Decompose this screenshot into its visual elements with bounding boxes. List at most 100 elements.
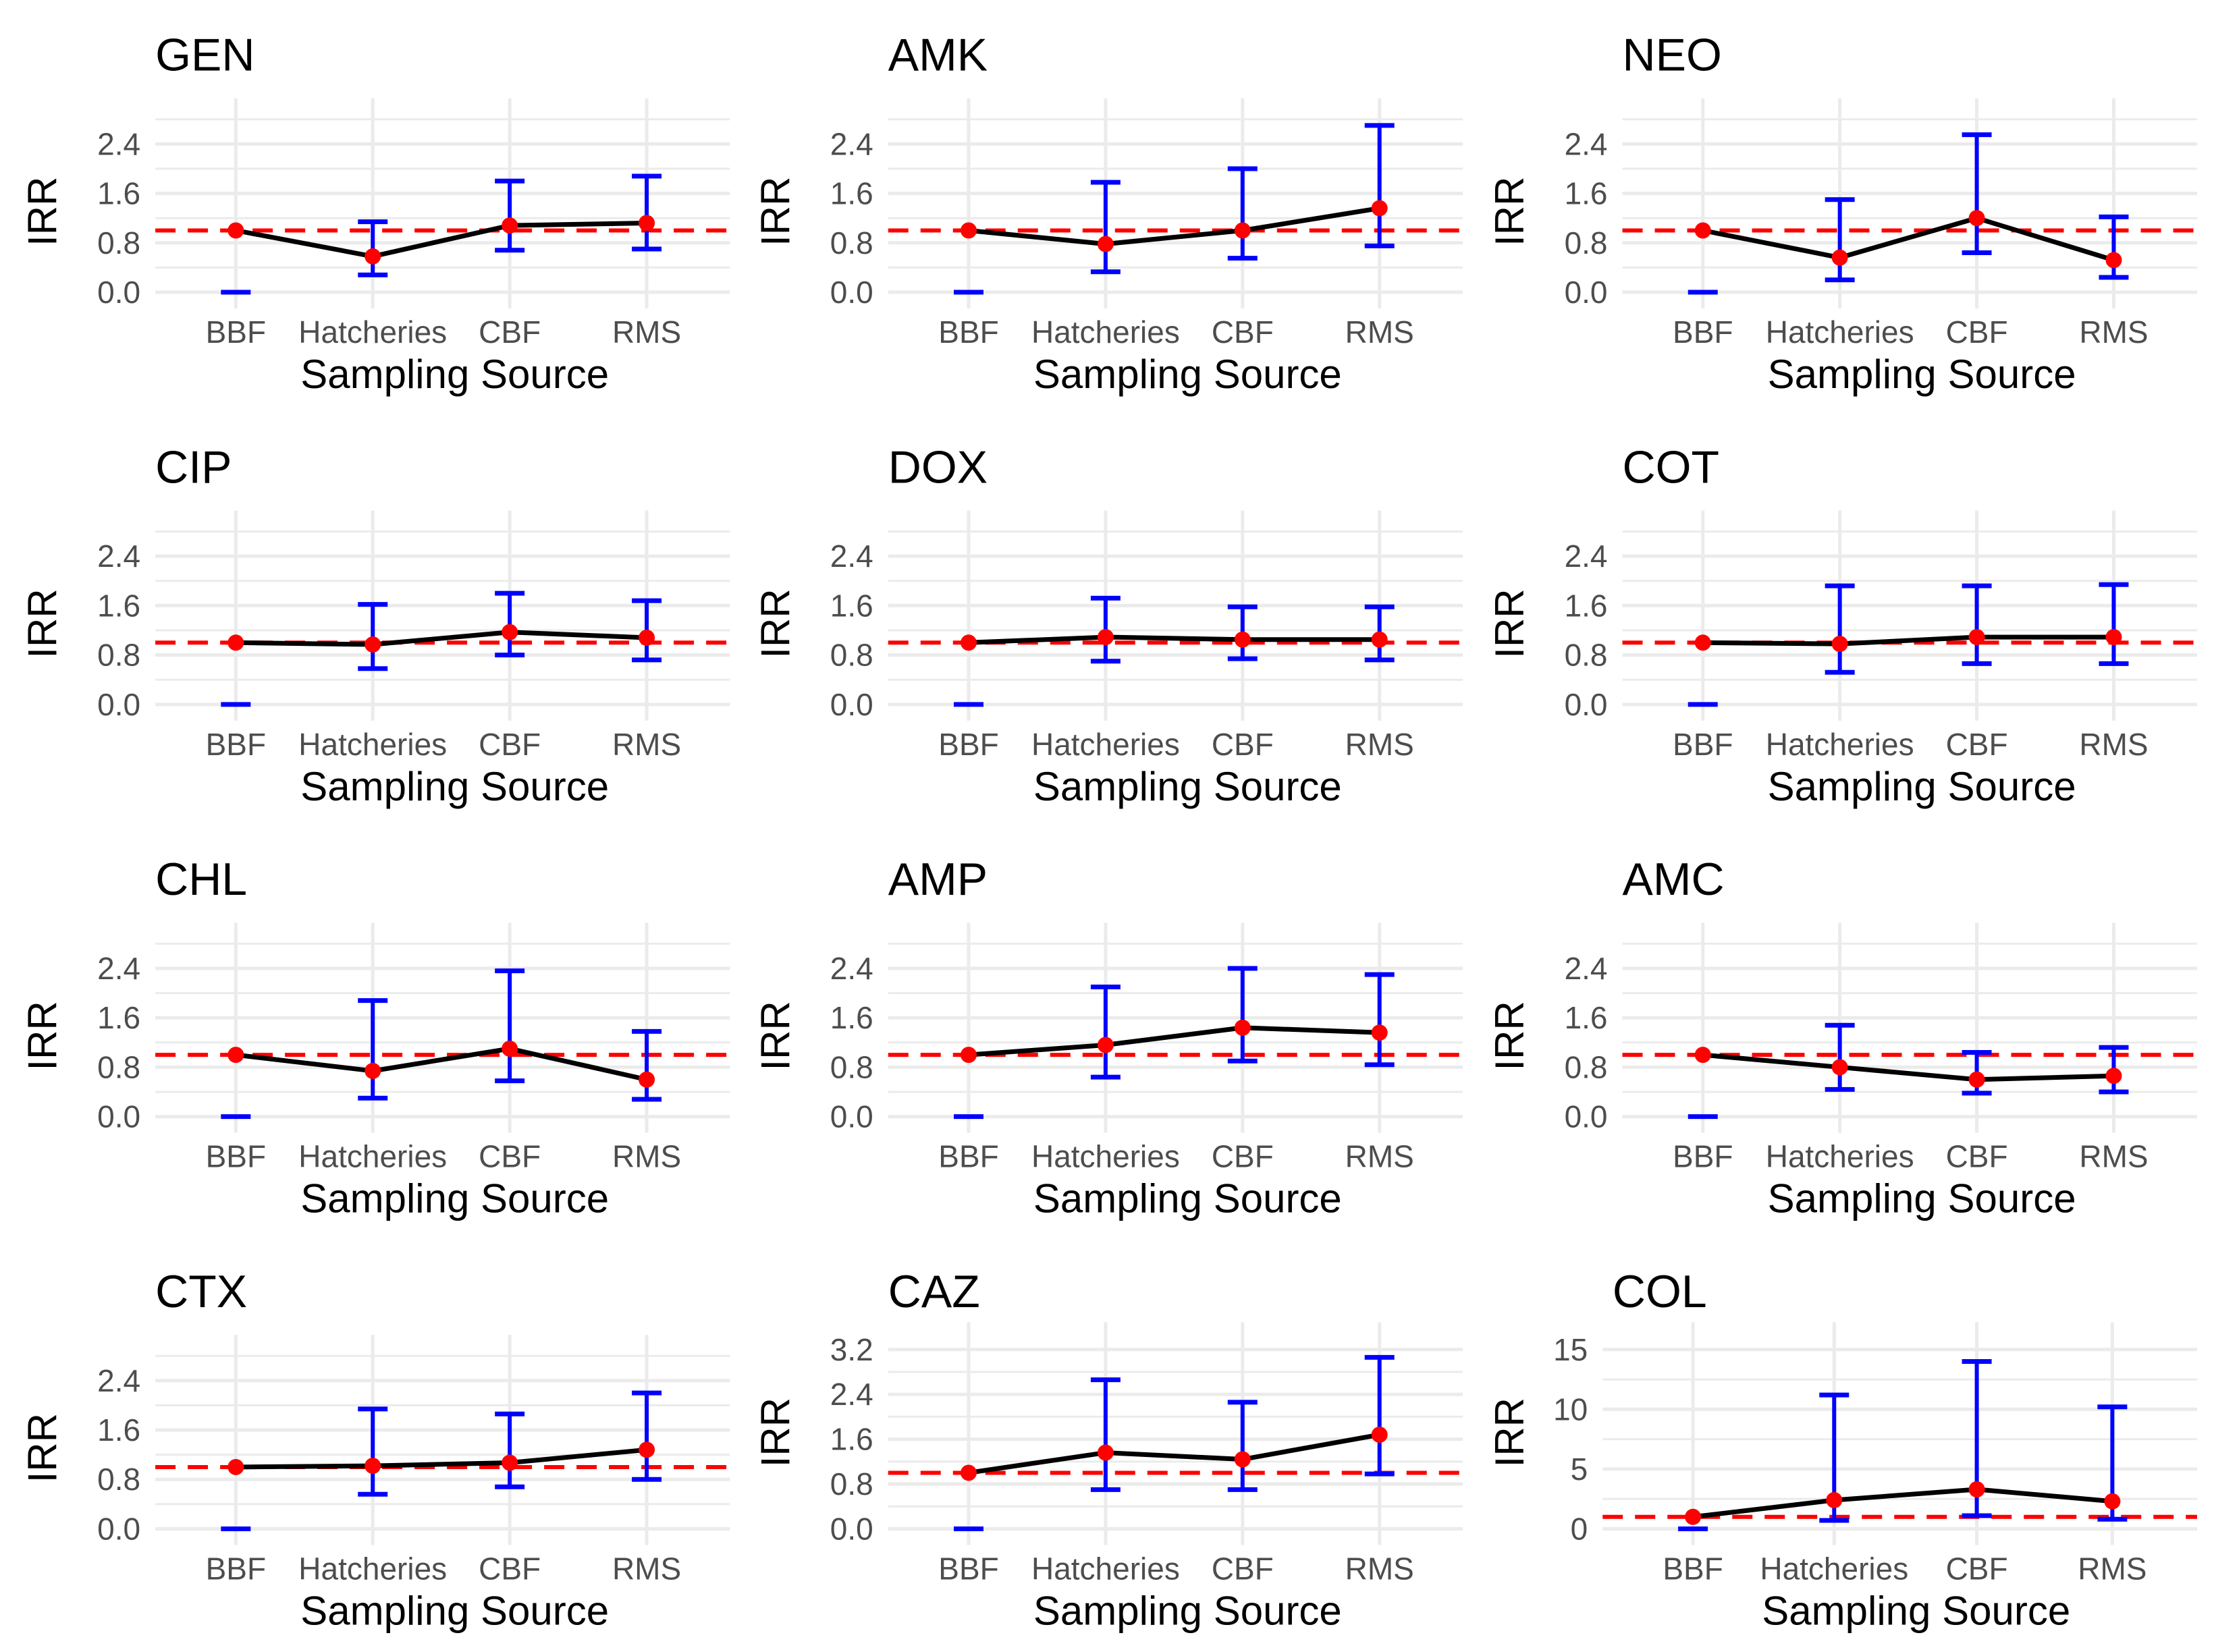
irr-point [502, 624, 518, 640]
y-tick-label: 2.4 [1565, 126, 1608, 161]
y-tick-label: 1.6 [97, 588, 140, 623]
irr-point [961, 222, 977, 239]
x-tick-label: BBF [1673, 314, 1733, 350]
x-tick-label: CBF [1212, 727, 1274, 762]
y-tick-label: 0.8 [97, 225, 140, 260]
irr-line [1702, 1052, 2114, 1082]
irr-point [2104, 1493, 2121, 1510]
y-tick-label: 2.4 [830, 951, 873, 986]
irr-point [1371, 631, 1388, 648]
x-axis-title: Sampling Source [1033, 1588, 1342, 1633]
irr-point [1968, 1071, 1985, 1088]
panel-title: GEN [155, 30, 254, 81]
y-axis-title: IRR [753, 1398, 798, 1467]
x-tick-label: BBF [938, 1139, 998, 1174]
x-axis-title: Sampling Source [300, 1176, 609, 1221]
irr-point [1234, 631, 1251, 648]
irr-point [639, 629, 655, 646]
x-tick-label: BBF [1673, 1139, 1733, 1174]
x-tick-label: Hatcheries [1031, 1139, 1180, 1174]
irr-point [1234, 1019, 1251, 1036]
y-tick-label: 0.0 [1565, 275, 1608, 310]
panel-ctx: 0.0 0.8 1.6 2.4 BBF Hatcheries CBF RMSSampling … [20, 1266, 730, 1633]
irr-point [1685, 1508, 1702, 1525]
y-tick-label: 2.4 [97, 539, 140, 574]
x-tick-label: RMS [1345, 1139, 1414, 1174]
panel-cip: 0.0 0.8 1.6 2.4 BBF Hatcheries CBF RMSSampling … [20, 441, 730, 809]
irr-point [227, 1458, 244, 1475]
y-axis-title: IRR [20, 1413, 65, 1483]
irr-point [227, 222, 244, 239]
y-tick-label: 2.4 [97, 951, 140, 986]
y-axis-title: IRR [753, 588, 798, 658]
irr-point [639, 1441, 655, 1458]
x-tick-label: CBF [1212, 1551, 1274, 1586]
irr-point [1831, 1059, 1848, 1076]
y-axis-title: IRR [753, 177, 798, 246]
irr-line [1692, 1487, 2113, 1520]
x-tick-label: BBF [206, 1139, 266, 1174]
panel-caz: 0.0 0.8 1.6 2.4 3.2 BBF Hatcheries CBF RMSSampli… [753, 1266, 1463, 1633]
x-tick-label: Hatcheries [298, 314, 447, 350]
y-tick-label: 0.0 [830, 275, 873, 310]
x-tick-label: Hatcheries [1031, 727, 1180, 762]
irr-point [1694, 222, 1711, 239]
x-tick-label: CBF [1946, 314, 2008, 350]
x-tick-label: Hatcheries [1760, 1551, 1908, 1586]
y-tick-label: 1.6 [830, 588, 873, 623]
irr-point [961, 634, 977, 651]
irr-point [1826, 1491, 1843, 1508]
irr-line [968, 206, 1380, 247]
x-tick-label: Hatcheries [1766, 1139, 1914, 1174]
y-tick-label: 5 [1571, 1452, 1588, 1487]
x-axis-title: Sampling Source [1768, 1176, 2076, 1221]
y-tick-label: 0.8 [830, 638, 873, 673]
y-tick-label: 3.2 [830, 1332, 873, 1367]
x-tick-label: RMS [1345, 1551, 1414, 1586]
x-tick-label: Hatcheries [298, 1551, 447, 1586]
y-tick-label: 0.0 [97, 687, 140, 722]
y-tick-label: 0 [1571, 1511, 1588, 1546]
irr-point [1371, 200, 1388, 217]
y-tick-label: 2.4 [830, 1377, 873, 1412]
panel-amk: 0.0 0.8 1.6 2.4 BBF Hatcheries CBF RMSSampling … [753, 30, 1463, 397]
irr-line [236, 1447, 647, 1470]
y-tick-label: 1.6 [830, 1422, 873, 1457]
y-tick-label: 2.4 [1565, 951, 1608, 986]
y-tick-label: 2.4 [1565, 539, 1608, 574]
irr-point [639, 1071, 655, 1088]
y-tick-label: 1.6 [1565, 588, 1608, 623]
x-tick-label: BBF [1663, 1551, 1723, 1586]
y-axis-title: IRR [20, 177, 65, 246]
y-axis-title: IRR [20, 1001, 65, 1070]
x-tick-label: CBF [1946, 1551, 2008, 1586]
y-tick-label: 1.6 [1565, 1000, 1608, 1035]
y-tick-label: 0.0 [830, 687, 873, 722]
panel-title: COT [1623, 441, 1720, 493]
panel-amc: 0.0 0.8 1.6 2.4 BBF Hatcheries CBF RMSSampling … [1487, 854, 2197, 1221]
irr-point [639, 215, 655, 231]
panel-chl: 0.0 0.8 1.6 2.4 BBF Hatcheries CBF RMSSampling … [20, 854, 730, 1221]
y-tick-label: 0.0 [1565, 1099, 1608, 1134]
irr-point [1694, 634, 1711, 651]
x-tick-label: CBF [479, 727, 541, 762]
y-tick-label: 1.6 [97, 1000, 140, 1035]
x-tick-label: RMS [2079, 727, 2148, 762]
irr-line [235, 1046, 647, 1082]
y-tick-label: 1.6 [830, 176, 873, 211]
x-tick-label: BBF [938, 314, 998, 350]
x-axis-title: Sampling Source [300, 1588, 609, 1633]
irr-point [1097, 629, 1114, 646]
x-tick-label: RMS [2079, 314, 2148, 350]
panel-title: AMP [888, 854, 988, 905]
irr-line [968, 634, 1380, 645]
x-axis-title: Sampling Source [300, 764, 609, 809]
y-tick-label: 15 [1553, 1332, 1588, 1367]
irr-point [1968, 210, 1985, 227]
y-tick-label: 0.8 [97, 1049, 140, 1084]
irr-point [1968, 1481, 1985, 1498]
y-tick-label: 1.6 [830, 1000, 873, 1035]
irr-point [2105, 252, 2122, 269]
x-axis-title: Sampling Source [1033, 352, 1342, 397]
